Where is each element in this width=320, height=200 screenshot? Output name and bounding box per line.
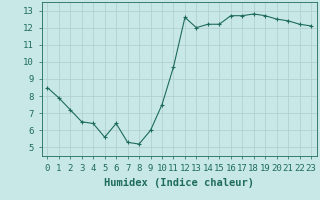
X-axis label: Humidex (Indice chaleur): Humidex (Indice chaleur): [104, 178, 254, 188]
